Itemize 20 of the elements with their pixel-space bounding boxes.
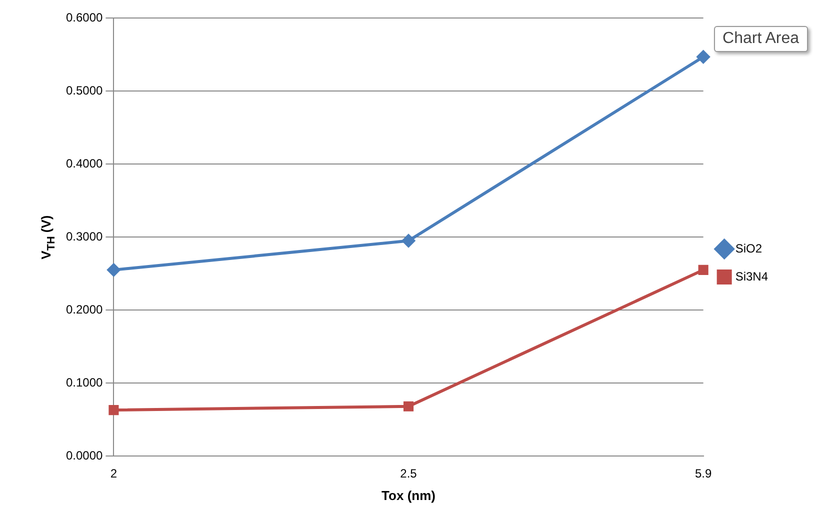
y-tick-label: 0.4000 (66, 156, 104, 170)
point (108, 404, 119, 416)
y-tick-label: 0.6000 (66, 10, 104, 25)
x-tick-label: 2 (110, 466, 118, 481)
legend-label: Si3N4 (735, 269, 768, 284)
text: Chart Area (714, 26, 808, 52)
point (107, 263, 120, 276)
y-tick-label: 0.0000 (66, 448, 104, 462)
point (696, 50, 710, 64)
point (698, 264, 708, 275)
legend-label: SiO2 (735, 241, 762, 256)
point (402, 234, 416, 248)
x-tick-label: 2.5 (400, 466, 418, 481)
y-tick-label: 0.1000 (66, 375, 104, 390)
x-axis-title: Tox (nm) (382, 488, 436, 503)
x-tick-label: 5.9 (694, 466, 712, 481)
y-tick-label: 0.5000 (66, 83, 104, 98)
y-tick-label: 0.3000 (66, 229, 104, 244)
point (403, 401, 414, 412)
y-tick-label: 0.2000 (66, 302, 104, 316)
